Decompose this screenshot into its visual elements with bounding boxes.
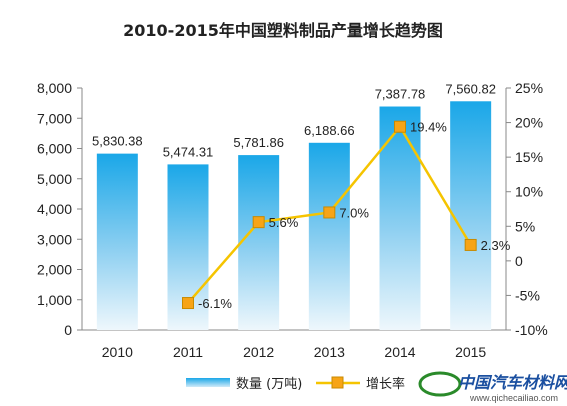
- bar: [238, 155, 280, 330]
- right-tick-label: -5%: [515, 287, 540, 303]
- line-value-label: 7.0%: [339, 205, 369, 220]
- left-tick-label: 1,000: [37, 292, 72, 308]
- right-tick-label: 25%: [515, 80, 543, 96]
- line-point-marker: [394, 120, 406, 133]
- left-tick-label: 7,000: [37, 110, 72, 126]
- bar: [379, 106, 421, 330]
- legend-line-marker: [331, 376, 344, 389]
- bar-data-labels: 5,830.38 5,474.31 5,781.86 6,188.66 7,387.78…: [92, 81, 496, 159]
- bar-value-label: 7,387.78: [375, 87, 426, 102]
- watermark-text: 中国汽车材料网: [458, 373, 567, 392]
- right-y-axis: -10% -5% 0 5% 10% 15% 20% 25%: [505, 80, 548, 338]
- right-tick-label: 15%: [515, 149, 543, 165]
- line-point-marker: [182, 297, 194, 310]
- right-tick-label: 5%: [515, 218, 535, 234]
- left-tick-label: 5,000: [37, 171, 72, 187]
- bar-value-label: 6,188.66: [304, 123, 355, 138]
- left-tick-label: 0: [64, 322, 72, 338]
- bar: [308, 142, 350, 330]
- bar-value-label: 5,830.38: [92, 134, 143, 149]
- line-value-label: 5.6%: [269, 215, 299, 230]
- x-axis: 2010 2011 2012 2013 2014 2015: [82, 329, 506, 360]
- left-tick-label: 2,000: [37, 262, 72, 278]
- right-tick-label: -10%: [515, 322, 548, 338]
- legend-bar-label: 数量 (万吨): [236, 377, 302, 392]
- x-tick-label: 2012: [243, 344, 274, 360]
- line-value-label: 19.4%: [410, 120, 447, 135]
- bar-series: [96, 101, 492, 331]
- right-tick-label: 10%: [515, 184, 543, 200]
- left-y-axis: 0 1,000 2,000 3,000 4,000 5,000 6,000 7,000 8,00…: [37, 80, 83, 338]
- x-tick-label: 2014: [384, 344, 415, 360]
- line-data-labels: -6.1% 5.6% 7.0% 19.4% 2.3%: [198, 120, 511, 311]
- bar-value-label: 5,781.86: [233, 135, 284, 150]
- line-point-marker: [464, 238, 477, 251]
- x-tick-label: 2010: [102, 344, 133, 360]
- left-tick-label: 8,000: [37, 80, 72, 96]
- left-tick-label: 6,000: [37, 141, 72, 157]
- bar-value-label: 5,474.31: [163, 144, 214, 159]
- left-tick-label: 3,000: [37, 231, 72, 247]
- line-point-marker: [252, 216, 265, 229]
- watermark-swoosh-icon: [418, 371, 462, 397]
- line-point-marker: [323, 206, 336, 219]
- legend-line-label: 增长率: [366, 376, 405, 392]
- x-tick-label: 2011: [173, 344, 203, 360]
- legend: 数量 (万吨) 增长率: [186, 376, 405, 392]
- x-tick-label: 2015: [455, 344, 486, 360]
- chart-title: 2010-2015年中国塑料制品产量增长趋势图: [123, 21, 443, 40]
- right-tick-label: 20%: [515, 115, 543, 131]
- right-tick-label: 0: [515, 253, 523, 269]
- x-tick-label: 2013: [314, 344, 345, 360]
- left-tick-label: 4,000: [37, 201, 72, 217]
- line-series: [182, 120, 477, 310]
- bar-value-label: 7,560.82: [445, 81, 496, 96]
- line-value-label: 2.3%: [481, 238, 511, 253]
- bar: [450, 101, 492, 331]
- line-value-label: -6.1%: [198, 296, 232, 311]
- legend-bar-swatch: [186, 378, 230, 387]
- watermark-logo: 中国汽车材料网 www.qichecailiao.com: [418, 371, 567, 403]
- bar: [96, 153, 138, 330]
- watermark-url: www.qichecailiao.com: [469, 393, 558, 403]
